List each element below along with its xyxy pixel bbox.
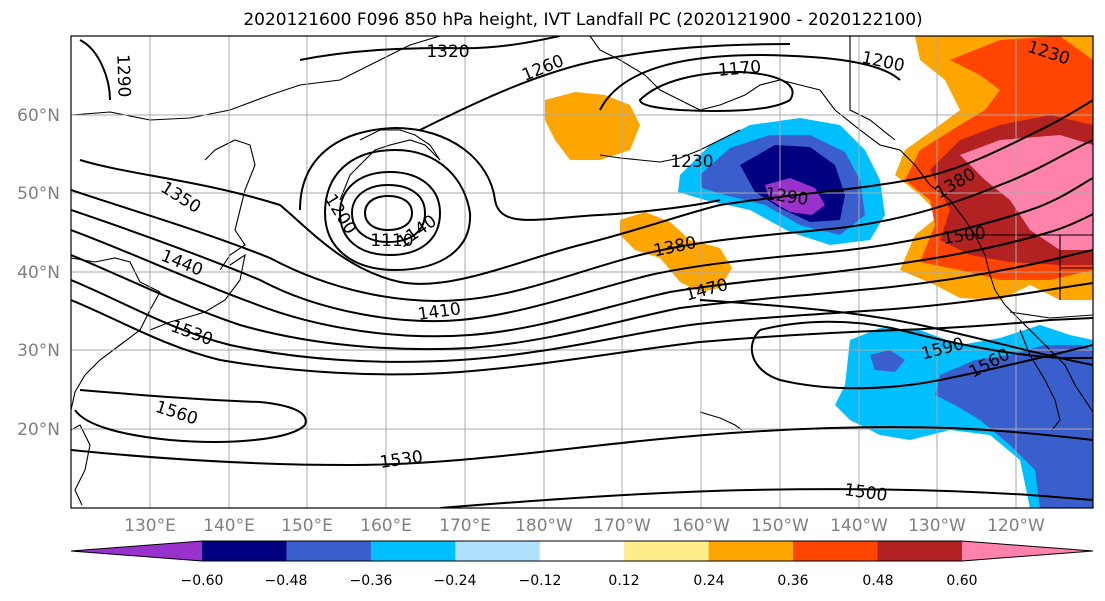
lon-label: 170°E <box>439 516 491 536</box>
colorbar-tick-label: −0.60 <box>181 573 224 589</box>
colorbar-tick-label: −0.36 <box>350 573 393 589</box>
colorbar-cell <box>877 541 963 561</box>
colorbar-cell <box>624 541 710 561</box>
colorbar: −0.60 −0.48 −0.36 −0.24 −0.12 0.12 0.24 … <box>70 540 1094 589</box>
colorbar-tick-label: 0.36 <box>777 573 808 589</box>
colorbar-tick-label: 0.60 <box>946 573 977 589</box>
contour-1230-pacific <box>79 99 1093 285</box>
gridlines <box>71 36 1093 508</box>
lon-label: 130°W <box>908 516 966 536</box>
coast-hawaii <box>699 411 743 431</box>
contour-low-3 <box>338 170 442 257</box>
coast-siberia <box>71 36 441 121</box>
contour-label: 1320 <box>426 42 469 62</box>
coast-aleutians <box>599 129 741 163</box>
colorbar-ticks: −0.60 −0.48 −0.36 −0.24 −0.12 0.12 0.24 … <box>181 573 978 589</box>
coast-na-west <box>964 219 1093 413</box>
contour-low-2 <box>350 183 427 244</box>
lat-label: 40°N <box>17 263 60 283</box>
lon-label: 150°E <box>281 516 333 536</box>
colorbar-tick-label: −0.12 <box>519 573 562 589</box>
lon-label: 130°E <box>124 516 176 536</box>
contour-1320-north <box>299 36 561 61</box>
colorbar-tick-label: 0.48 <box>862 573 893 589</box>
contour-1590-ridge <box>750 320 1093 390</box>
lat-label: 50°N <box>17 184 60 204</box>
contour-low-inner <box>363 194 414 232</box>
colorbar-cell <box>286 541 372 561</box>
contour-label: 1290 <box>112 54 133 98</box>
map-frame <box>70 35 1094 509</box>
contour-1170-alaska <box>638 70 794 112</box>
border-us-mexico <box>1009 311 1093 319</box>
colorbar-cell <box>71 541 202 561</box>
colorbar-cells <box>71 541 1093 561</box>
contour-1320-pacific <box>71 213 1093 338</box>
contour-1200-alaska <box>599 53 901 111</box>
lon-label: 180°W <box>515 516 573 536</box>
lon-label: 150°W <box>751 516 809 536</box>
colorbar-outline <box>70 540 1094 562</box>
coast-okhotsk-sakhalin <box>204 139 256 271</box>
colorbar-cell <box>708 541 794 561</box>
contour-1560-north <box>699 299 1093 366</box>
lat-label: 60°N <box>17 106 60 126</box>
latitude-labels: 60°N 50°N 40°N 30°N 20°N <box>17 106 60 440</box>
contour-label: 1230 <box>670 152 713 172</box>
ivt-region-gulf-of-alaska-orange <box>545 92 640 160</box>
colorbar-tick-label: −0.48 <box>265 573 308 589</box>
contour-1380 <box>71 279 1093 363</box>
lon-label: 160°W <box>672 516 730 536</box>
colorbar-cell <box>455 541 541 561</box>
contour-1260-north <box>419 43 791 131</box>
lon-label: 140°W <box>830 516 888 536</box>
contour-label: 1110 <box>370 231 413 251</box>
border-states <box>1059 235 1093 300</box>
coast-japan <box>149 253 246 331</box>
ivt-region-subtropical-blue-small <box>870 350 905 372</box>
contour-label: 1170 <box>717 57 762 81</box>
colorbar-cell <box>539 541 625 561</box>
colorbar-cell <box>370 541 456 561</box>
lat-label: 30°N <box>17 341 60 361</box>
contour-1350 <box>71 249 1093 351</box>
height-contours <box>71 36 1093 508</box>
contour-1260 <box>71 139 1093 302</box>
map-title: 2020121600 F096 850 hPa height, IVT Land… <box>243 10 922 30</box>
colorbar-cell <box>202 541 287 561</box>
lat-label: 20°N <box>17 420 60 440</box>
lon-label: 140°E <box>203 516 255 536</box>
colorbar-tick-label: 0.12 <box>608 573 639 589</box>
colorbar-tick-label: −0.24 <box>434 573 477 589</box>
colorbar-tick-label: 0.24 <box>693 573 724 589</box>
colorbar-cell <box>793 541 879 561</box>
longitude-labels: 130°E 140°E 150°E 160°E 170°E 180°W 170°… <box>124 516 1045 536</box>
contour-1560-subtropical <box>74 389 307 443</box>
contour-low-4 <box>323 148 472 272</box>
ivt-region-subtropical-blue <box>935 345 1093 508</box>
contour-low-5 <box>299 126 721 221</box>
contour-1410 <box>71 299 1093 376</box>
coast-kamchatka <box>339 129 441 201</box>
coast-taiwan-ph <box>71 424 91 506</box>
lon-label: 120°W <box>987 516 1045 536</box>
lon-label: 170°W <box>593 516 651 536</box>
contour-1290-pacific <box>71 177 1093 323</box>
colorbar-cell <box>962 541 1093 561</box>
contour-1530-south <box>71 426 1093 467</box>
contour-1500-south <box>439 488 1093 508</box>
lon-label: 160°E <box>360 516 412 536</box>
contour-1290-north <box>79 39 111 101</box>
